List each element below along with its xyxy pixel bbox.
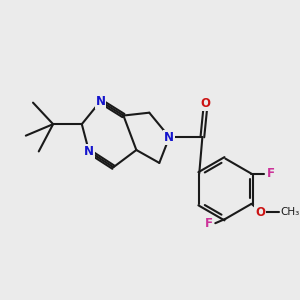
Text: O: O [200,97,210,110]
Text: O: O [255,206,265,219]
Text: CH₃: CH₃ [280,207,299,218]
Text: F: F [267,167,275,180]
Text: F: F [205,217,213,230]
Text: N: N [164,130,174,144]
Text: N: N [95,95,106,108]
Text: N: N [84,145,94,158]
